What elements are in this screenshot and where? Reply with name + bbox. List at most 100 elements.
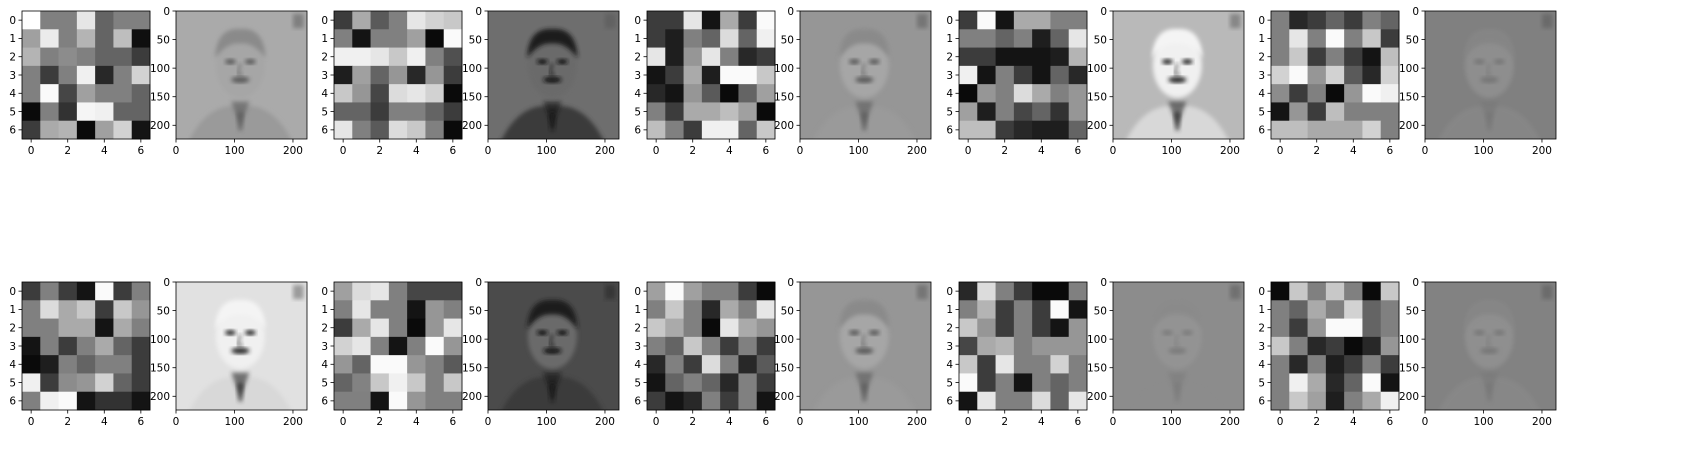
heatmap-cell bbox=[701, 282, 721, 301]
heatmap-cell bbox=[1032, 120, 1051, 140]
y-tick-label: 0 bbox=[1258, 286, 1265, 298]
y-tick-label: 200 bbox=[1399, 391, 1419, 403]
y-tick-label: 2 bbox=[1258, 52, 1265, 64]
corner-logo-mark bbox=[1541, 13, 1553, 29]
heatmap-cell bbox=[425, 391, 445, 411]
heatmap-cell bbox=[977, 11, 996, 30]
y-tick-label: 2 bbox=[634, 52, 641, 64]
heatmap-cell bbox=[58, 318, 78, 338]
y-tick-label: 200 bbox=[1087, 120, 1107, 132]
y-tick-label: 5 bbox=[1258, 106, 1265, 118]
heatmap-cell bbox=[352, 120, 371, 140]
heatmap-cell bbox=[1325, 29, 1345, 48]
y-tick-label: 0 bbox=[1258, 15, 1265, 27]
heatmap-cell bbox=[1289, 102, 1308, 122]
y-tick-label: 1 bbox=[321, 304, 328, 316]
heatmap-cell bbox=[131, 11, 151, 30]
heatmap-cell bbox=[40, 29, 59, 48]
heatmap-cell bbox=[1013, 300, 1033, 319]
heatmap-cell bbox=[443, 282, 463, 301]
heatmap-cell bbox=[40, 318, 59, 338]
heatmap-cell bbox=[58, 282, 78, 301]
heatmap-cell bbox=[443, 336, 463, 356]
y-tick-label: 2 bbox=[321, 52, 328, 64]
y-tick-label: 150 bbox=[774, 363, 794, 375]
heatmap-cell bbox=[1307, 336, 1327, 356]
heatmap-cell bbox=[1362, 11, 1382, 30]
y-tick-label: 200 bbox=[1087, 391, 1107, 403]
heatmap-cell bbox=[1307, 391, 1327, 411]
heatmap-cell bbox=[1032, 84, 1051, 103]
y-tick-label: 5 bbox=[946, 106, 953, 118]
heatmap-cell bbox=[1380, 336, 1400, 356]
heatmap-cell bbox=[58, 102, 78, 122]
y-tick-label: 200 bbox=[462, 391, 482, 403]
heatmap-cell bbox=[1380, 318, 1400, 338]
heatmap-cell bbox=[1307, 102, 1327, 122]
y-tick-label: 1 bbox=[321, 33, 328, 45]
heatmap-cell bbox=[334, 29, 353, 48]
y-tick-label: 100 bbox=[774, 63, 794, 75]
heatmap-cell bbox=[647, 47, 666, 67]
x-tick-label: 2 bbox=[376, 416, 383, 428]
heatmap-cell bbox=[334, 47, 353, 67]
heatmap-cell bbox=[701, 300, 721, 319]
heatmap-cell bbox=[425, 355, 445, 374]
y-tick-label: 3 bbox=[321, 70, 328, 82]
heatmap-cell bbox=[95, 102, 114, 122]
heatmap-cell bbox=[701, 11, 721, 30]
heatmap-cell bbox=[959, 11, 978, 30]
heatmap-cell bbox=[647, 300, 666, 319]
heatmap-cell bbox=[58, 300, 78, 319]
heatmap-cell bbox=[665, 282, 684, 301]
heatmap-cell bbox=[1362, 355, 1382, 374]
heatmap-cell bbox=[113, 84, 133, 103]
heatmap-cell bbox=[76, 282, 96, 301]
y-tick-label: 6 bbox=[9, 125, 16, 137]
heatmap-cell bbox=[665, 120, 684, 140]
heatmap-cell bbox=[95, 355, 114, 374]
heatmap-cell bbox=[1307, 29, 1327, 48]
x-tick-label: 6 bbox=[1075, 416, 1082, 428]
heatmap-cell bbox=[1050, 373, 1070, 393]
heatmap-cell bbox=[959, 65, 978, 85]
heatmap-cell bbox=[1380, 102, 1400, 122]
heatmap-cell bbox=[959, 84, 978, 103]
y-tick-label: 50 bbox=[1094, 34, 1107, 46]
heatmap-cell bbox=[1362, 120, 1382, 140]
y-tick-label: 150 bbox=[1087, 92, 1107, 104]
y-tick-label: 2 bbox=[946, 52, 953, 64]
face-silhouette bbox=[1126, 299, 1228, 410]
heatmap-cell bbox=[1013, 84, 1033, 103]
heatmap-cell bbox=[738, 102, 758, 122]
y-tick-label: 100 bbox=[150, 334, 170, 346]
heatmap-cell bbox=[425, 29, 445, 48]
heatmap-cell bbox=[720, 318, 739, 338]
heatmap-cell bbox=[370, 11, 390, 30]
heatmap-cell bbox=[95, 373, 114, 393]
heatmap-cell bbox=[1307, 65, 1327, 85]
face-silhouette bbox=[189, 28, 291, 139]
x-tick-label: 0 bbox=[965, 416, 972, 428]
heatmap-cell bbox=[720, 120, 739, 140]
heatmap-cell bbox=[977, 318, 996, 338]
y-tick-label: 4 bbox=[9, 359, 16, 371]
heatmap-cell bbox=[995, 318, 1015, 338]
heatmap-cell bbox=[701, 47, 721, 67]
axes-frame bbox=[487, 281, 620, 411]
heatmap-cell bbox=[352, 391, 371, 411]
heatmap-cell bbox=[95, 47, 114, 67]
heatmap-cell bbox=[1307, 120, 1327, 140]
heatmap-cell bbox=[1362, 318, 1382, 338]
heatmap-cell bbox=[1068, 300, 1088, 319]
y-tick-label: 4 bbox=[321, 359, 328, 371]
heatmap-cell bbox=[22, 318, 41, 338]
x-tick-label: 4 bbox=[1350, 145, 1357, 157]
heatmap-cell bbox=[756, 282, 776, 301]
heatmap-cell bbox=[425, 47, 445, 67]
heatmap-cell bbox=[76, 318, 96, 338]
heatmap-cell bbox=[738, 300, 758, 319]
